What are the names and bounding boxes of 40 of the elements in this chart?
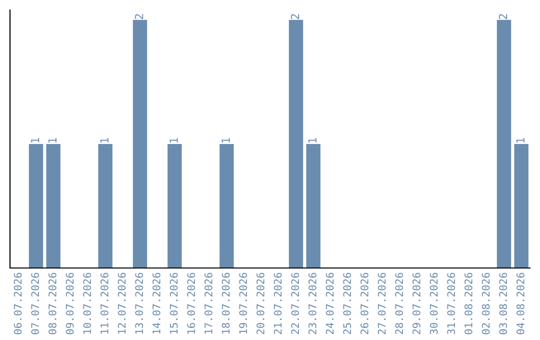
data-label: 1: [308, 138, 316, 143]
x-tick-label: 09.07.2026: [66, 272, 74, 334]
x-tick-label: 19.07.2026: [239, 272, 248, 334]
data-label: 1: [516, 138, 524, 143]
x-tick-label: 08.07.2026: [48, 272, 56, 334]
data-label: 2: [134, 14, 144, 20]
x-tick-label: 26.07.2026: [360, 272, 368, 334]
data-label: 1: [30, 138, 40, 143]
x-tick-label: 03.08.2026: [499, 272, 508, 334]
data-label: 2: [498, 14, 508, 20]
x-tick-label: 07.07.2026: [31, 272, 40, 334]
x-tick-label: 06.07.2026: [14, 272, 22, 334]
x-tick-label: 17.07.2026: [204, 272, 212, 334]
x-tick-label: 22.07.2026: [291, 272, 300, 334]
data-label: 1: [170, 138, 178, 143]
x-tick-label: 11.07.2026: [100, 272, 108, 334]
x-tick-label: 04.08.2026: [516, 272, 524, 334]
data-label: 1: [222, 138, 230, 143]
x-tick-label: 25.07.2026: [343, 272, 352, 334]
x-tick-label: 21.07.2026: [274, 272, 282, 334]
x-tick-label: 20.07.2026: [256, 272, 264, 334]
x-tick-label: 02.08.2026: [482, 272, 490, 334]
x-tick-label: 14.07.2026: [152, 272, 160, 334]
data-label: 2: [290, 14, 300, 20]
x-tick-label: 30.07.2026: [430, 272, 438, 334]
x-tick-label: 18.07.2026: [222, 272, 230, 334]
data-label: 1: [48, 138, 56, 143]
x-tick-label: 31.07.2026: [447, 272, 456, 334]
x-tick-label: 24.07.2026: [326, 272, 334, 334]
x-tick-label: 01.08.2026: [464, 272, 472, 334]
x-tick-label: 29.07.2026: [412, 272, 420, 334]
x-tick-label: 16.07.2026: [187, 272, 196, 334]
x-tick-label: 10.07.2026: [83, 272, 92, 334]
x-tick-label: 27.07.2026: [378, 272, 386, 334]
x-tick-label: 23.07.2026: [308, 272, 316, 334]
x-tick-label: 13.07.2026: [135, 272, 144, 334]
x-tick-label: 15.07.2026: [170, 272, 178, 334]
data-label: 1: [100, 138, 108, 143]
x-tick-label: 28.07.2026: [395, 272, 404, 334]
x-tick-label: 12.07.2026: [118, 272, 126, 334]
